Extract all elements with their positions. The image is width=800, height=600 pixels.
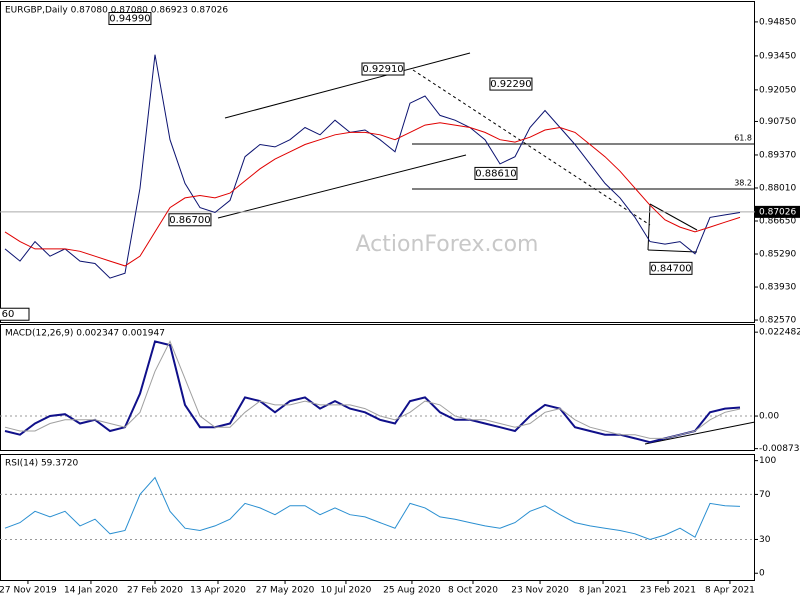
x-tick-label: 13 Apr 2020 [190,586,246,596]
annotation-box [108,12,152,26]
x-tick-label: 10 Jul 2020 [320,586,371,596]
frames [0,1,755,581]
annotation-box [168,213,212,227]
last-price-tag [755,205,800,218]
fib-label: 38.2 [734,178,752,187]
annotation-label: 0.92910 [362,64,403,75]
annotation-box [0,307,30,321]
y-tick-label: 70 [759,490,771,500]
y-tick-label: 0.85290 [759,250,796,260]
price-frame [0,1,755,323]
macd-trend [644,421,756,445]
wedge-lower [647,249,698,253]
x-tick-label: 27 Feb 2020 [127,586,183,596]
macd-frame [0,324,755,451]
annotation-label: 0.86700 [169,215,210,226]
annotation-label: 0.94990 [109,14,150,25]
series-line [4,476,741,541]
series-line [4,54,741,279]
annotation-box [489,77,533,91]
watermark: ActionForex.com [356,232,539,257]
x-tick-label: 8 Oct 2020 [448,586,498,596]
annotation-label: 0.88610 [475,168,516,179]
y-tick-label: 0.92050 [759,85,796,95]
x-tick-label: 23 Feb 2021 [640,586,696,596]
dashed-trend [412,69,651,226]
annotation-label: 60 [2,309,15,320]
series-line [4,122,741,267]
y-tick-label: 0.83930 [759,283,796,293]
panel-title: RSI(14) 59.3720 [5,459,78,469]
x-tick-label: 25 Aug 2020 [383,586,441,596]
y-tick-label: 0.00 [759,412,779,422]
wedge-upper [649,203,698,231]
channel-upper [224,52,471,119]
annotation-box [649,261,693,275]
panel-title: MACD(12,26,9) 0.002347 0.001947 [5,329,165,339]
fib-label: 61.8 [734,134,752,143]
last-price-label: 0.87026 [759,207,796,217]
annotation-box [474,166,518,180]
panel-title: EURGBP,Daily 0.87080 0.87080 0.86923 0.8… [5,6,228,16]
x-tick-label: 14 Jan 2020 [64,586,118,596]
x-tick-label: 27 May 2020 [256,586,315,596]
series-line [4,340,741,444]
y-tick-label: 0.86650 [759,216,796,226]
y-tick-label: 30 [759,535,771,545]
y-tick-label: 0.94850 [759,17,796,27]
y-tick-label: 0.82570 [759,316,796,326]
y-tick-label: 0 [759,569,765,579]
annotation-label: 0.84700 [650,263,691,274]
x-tick-label: 8 Jan 2021 [579,586,627,596]
channel-lower [217,154,467,219]
y-tick-label: 0.88010 [759,183,796,193]
y-tick-label: 0.022482 [759,328,800,338]
trend-lines [217,52,756,445]
annotation-box [361,62,405,76]
y-tick-label: 0.93450 [759,51,796,61]
y-tick-label: 0.89370 [759,150,796,160]
y-tick-label: -0.008736 [759,444,800,454]
annotation-label: 0.92290 [490,79,531,90]
rsi-frame [0,454,755,581]
y-tick-label: 100 [759,456,776,466]
series-line [4,340,741,439]
x-tick-label: 8 Apr 2021 [705,586,755,596]
x-tick-label: 27 Nov 2019 [0,586,57,596]
y-tick-label: 0.90750 [759,117,796,127]
x-tick-label: 23 Nov 2020 [511,586,569,596]
